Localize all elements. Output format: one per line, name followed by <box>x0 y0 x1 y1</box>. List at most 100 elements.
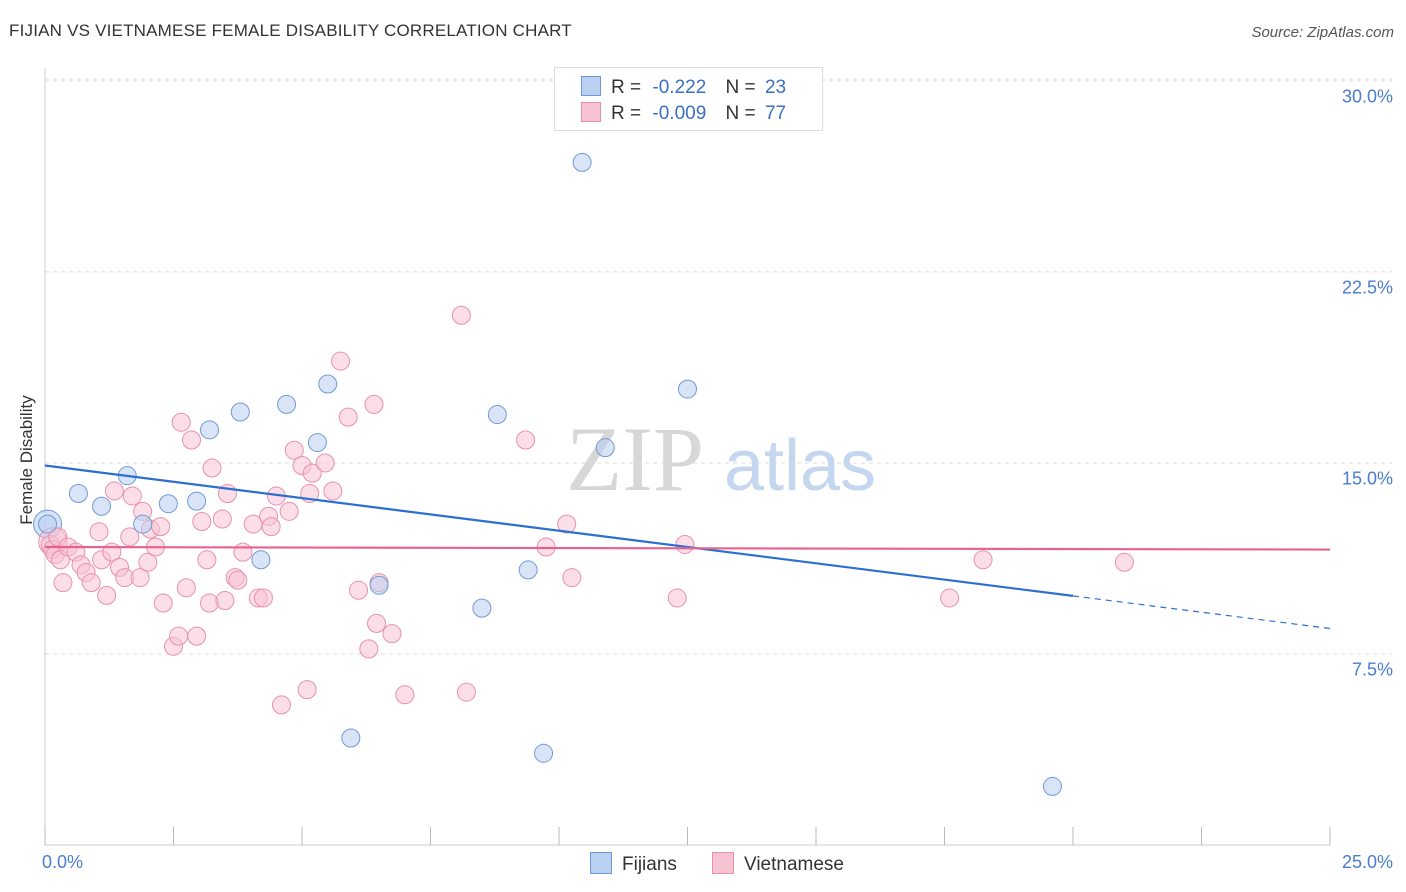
vietnamese-point <box>192 512 212 532</box>
vietnamese-point <box>516 430 536 450</box>
vietnamese-point <box>171 412 191 432</box>
fijian-point <box>572 152 592 172</box>
vietnamese-point <box>261 517 281 537</box>
vietnamese-point <box>382 624 402 644</box>
vietnamese-point <box>187 626 207 646</box>
legend-r-label: R = <box>611 103 642 124</box>
vietnamese-point <box>253 588 273 608</box>
vietnamese-point <box>297 680 317 700</box>
vietnamese-point <box>1114 552 1134 572</box>
chart-title: FIJIAN VS VIETNAMESE FEMALE DISABILITY C… <box>9 21 572 40</box>
vietnamese-point <box>331 351 351 371</box>
fijian-point <box>1042 776 1062 796</box>
fijian-point <box>307 433 327 453</box>
vietnamese-point <box>359 639 379 659</box>
fijian-point <box>678 379 697 399</box>
series-name: Fijians <box>622 854 677 875</box>
legend-row-vietnamese: R = -0.009 N = 77 <box>581 102 786 125</box>
legend-r-value: -0.222 <box>652 77 707 98</box>
watermark: ZIP atlas <box>566 408 876 510</box>
vietnamese-point <box>104 481 124 501</box>
vietnamese-legend-swatch <box>712 852 734 874</box>
vietnamese-point <box>456 682 476 702</box>
vietnamese-point <box>89 522 109 542</box>
vietnamese-point <box>202 458 222 478</box>
fijian-point <box>158 494 178 514</box>
vietnamese-point <box>338 407 358 427</box>
correlation-legend: R = -0.222 N = 23 R = -0.009 N = 77 <box>554 67 823 131</box>
vietnamese-point <box>176 578 196 598</box>
fijian-point <box>369 575 389 595</box>
vietnamese-point <box>349 580 369 600</box>
x-tick-label-max: 25.0% <box>1341 852 1393 872</box>
data-points <box>33 152 1134 796</box>
y-tick-label: 7.5% <box>1351 659 1393 680</box>
legend-n-value: 77 <box>764 103 787 124</box>
axes <box>44 68 1331 846</box>
vietnamese-point <box>81 573 101 593</box>
fijian-point <box>472 598 492 618</box>
y-axis-label: Female Disability <box>17 395 36 525</box>
vietnamese-point <box>212 509 232 529</box>
vietnamese-point <box>197 550 217 570</box>
vietnamese-point <box>122 486 142 506</box>
vietnamese-point <box>451 305 471 325</box>
fijian-point <box>38 514 58 534</box>
vietnamese-point <box>271 695 291 715</box>
trend-lines <box>44 464 1331 630</box>
fijian-point <box>341 728 361 748</box>
x-tick-label-min: 0.0% <box>42 852 84 872</box>
vietnamese-point <box>153 593 173 613</box>
vietnamese-point <box>120 527 140 547</box>
fijian-point <box>251 550 271 570</box>
fijians-swatch <box>581 76 601 96</box>
vietnamese-point <box>233 542 253 562</box>
vietnamese-point <box>302 463 322 483</box>
vietnamese-point <box>53 573 73 593</box>
vietnamese-point <box>181 430 201 450</box>
vietnamese-point <box>367 613 387 633</box>
vietnamese-point <box>169 626 189 646</box>
legend-n-value: 23 <box>764 77 787 98</box>
vietnamese-point <box>323 481 343 501</box>
y-tick-label: 15.0% <box>1341 468 1393 489</box>
vietnamese-swatch <box>581 102 601 122</box>
fijian-point <box>68 484 88 504</box>
y-tick-label: 30.0% <box>1341 86 1393 107</box>
vietnamese-point <box>667 588 687 608</box>
fijians-legend-swatch <box>590 852 612 874</box>
source-label: Source: ZipAtlas.com <box>1251 24 1394 41</box>
vietnamese-point <box>228 570 248 590</box>
series-legend-fijians: Fijians <box>590 852 677 876</box>
vietnamese-point <box>940 588 960 608</box>
fijian-point <box>187 491 207 511</box>
fijian-point <box>595 438 615 458</box>
vietnamese-point <box>557 514 577 534</box>
fijian-point <box>199 420 219 440</box>
vietnamese-point <box>151 517 171 537</box>
vietnamese-point <box>315 453 335 473</box>
series-name: Vietnamese <box>744 854 844 875</box>
fijian-point <box>92 496 112 516</box>
vietnamese-trend-line <box>44 545 1331 551</box>
vietnamese-point <box>973 550 993 570</box>
vietnamese-point <box>279 501 299 521</box>
legend-n-label: N = <box>725 77 756 98</box>
series-legend-vietnamese: Vietnamese <box>712 852 844 876</box>
fijian-point <box>277 394 297 414</box>
y-tick-label: 22.5% <box>1341 277 1393 298</box>
vietnamese-point <box>364 394 384 414</box>
vietnamese-point <box>215 590 235 610</box>
vietnamese-point <box>138 552 158 572</box>
vietnamese-point <box>675 534 695 554</box>
vietnamese-point <box>562 568 582 588</box>
legend-n-label: N = <box>725 103 756 124</box>
grid-lines <box>45 78 1392 655</box>
fijians-trend-line <box>44 464 1074 597</box>
legend-r-value: -0.009 <box>652 103 707 124</box>
fijian-point <box>487 405 507 425</box>
watermark-zip: ZIP <box>566 408 704 510</box>
vietnamese-point <box>395 685 415 705</box>
vietnamese-point <box>97 585 117 605</box>
